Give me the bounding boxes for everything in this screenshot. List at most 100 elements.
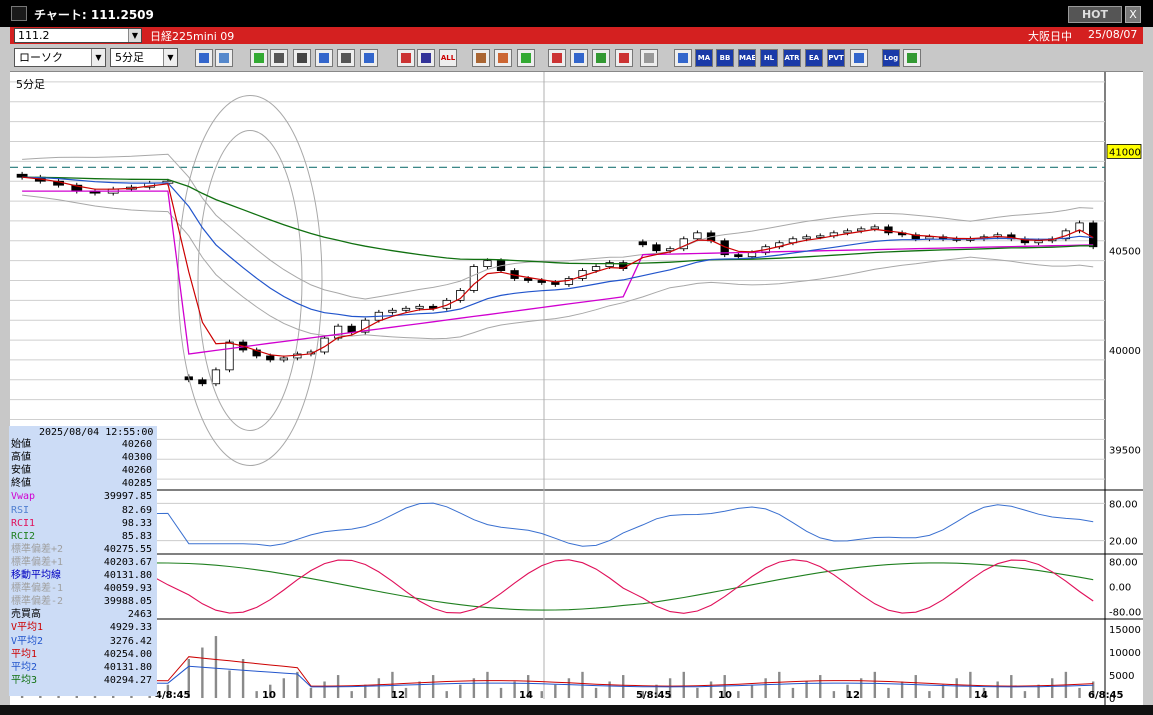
export-icon[interactable] [903, 49, 921, 67]
candle-body [564, 278, 574, 285]
status-bar [0, 705, 1153, 715]
volume-bar [594, 687, 598, 698]
date-tick-label: 14 [519, 690, 533, 701]
info-row: Vwap 39997.85 [9, 491, 155, 502]
chart-area[interactable]: 5分足 39500 40000 40500 41000 80.00 20.00 80.00 0.… [10, 72, 1143, 705]
interval-select[interactable]: 5分足 ▼ [110, 48, 178, 67]
close-button[interactable]: X [1125, 6, 1141, 23]
rsi-line [21, 502, 1094, 547]
candle-body [320, 337, 329, 353]
chart-icon[interactable] [592, 49, 610, 67]
info-value: 40300 [121, 452, 152, 464]
zoom-icon[interactable] [195, 49, 213, 67]
volume-bar [214, 636, 218, 698]
stepper-icon[interactable] [397, 49, 415, 67]
wrench-icon[interactable] [494, 49, 512, 67]
candle-body [925, 236, 934, 240]
window-icon[interactable] [215, 49, 233, 67]
candle-body [266, 355, 275, 361]
bars-icon[interactable] [472, 49, 490, 67]
volume-tick-label: 10000 [1109, 648, 1141, 659]
market-name: 大阪日中 [1028, 30, 1072, 43]
box-icon[interactable] [850, 49, 868, 67]
info-row: 安値 40260 [9, 465, 155, 476]
chart-type-select[interactable]: ローソク ▼ [14, 48, 106, 67]
volume-bar [377, 678, 381, 698]
volume-bar [846, 684, 849, 698]
hot-button[interactable]: HOT [1068, 6, 1122, 23]
info-label: 標準偏差+1 [11, 556, 64, 568]
ma-mid-line [22, 176, 1094, 318]
volume-bar [682, 671, 685, 698]
candle-body [802, 236, 811, 240]
color-icon[interactable] [517, 49, 535, 67]
date-tick-label: 12 [846, 690, 860, 701]
info-label: RSI [11, 504, 30, 516]
volume-bar [655, 684, 658, 698]
mae-button[interactable]: MAE [738, 49, 756, 67]
info-row: RSI 82.69 [9, 505, 155, 516]
cursor-icon[interactable] [293, 49, 311, 67]
chevron-down-icon[interactable]: ▼ [128, 29, 141, 42]
chevron-down-icon[interactable]: ▼ [163, 49, 177, 66]
bb-button[interactable]: BB [716, 49, 734, 67]
log-button[interactable]: Log [882, 49, 900, 67]
info-label: 標準偏差+2 [11, 543, 64, 555]
candle-body [638, 241, 647, 246]
info-value: 39988.05 [103, 596, 152, 608]
title-bar[interactable]: チャート: 111.2509 HOT X [0, 0, 1153, 27]
info-label: V平均1 [11, 622, 44, 634]
price-tick-label: 39500 [1109, 445, 1141, 456]
ma-button[interactable]: MA [695, 49, 713, 67]
arrows-icon[interactable] [615, 49, 633, 67]
pvt-button[interactable]: PVT [827, 49, 845, 67]
search-icon[interactable] [570, 49, 588, 67]
candle-body [1034, 240, 1043, 244]
rsi-tick-label: 20.00 [1109, 537, 1138, 548]
candle-body [1075, 222, 1084, 232]
volume-bar [269, 684, 272, 698]
trash-icon[interactable] [360, 49, 378, 67]
info-row: 高値 40300 [9, 452, 155, 463]
symbol-code-select[interactable]: 111.2 ▼ [14, 28, 142, 43]
candle-body [652, 244, 661, 252]
pen-icon[interactable] [250, 49, 268, 67]
volume-bar [641, 691, 645, 698]
info-label: 平均1 [11, 648, 38, 660]
draw-icon[interactable] [270, 49, 288, 67]
volume-bar [364, 684, 367, 698]
date-tick-label: 6/8:45 [1088, 690, 1124, 701]
disabled-icon[interactable] [640, 49, 658, 67]
info-value: 2463 [127, 609, 152, 621]
info-label: RCI2 [11, 530, 36, 542]
data-window: 2025/08/04 12:55:00 始値 40260 高値 40300 安値 4026… [9, 426, 157, 696]
volume-tick-label: 0 [1109, 694, 1115, 705]
all-button[interactable]: ALL [439, 49, 457, 67]
bear-icon[interactable] [548, 49, 566, 67]
info-value: 40203.67 [103, 556, 152, 568]
info-row: 平均1 40254.00 [9, 649, 155, 660]
copy-icon[interactable] [337, 49, 355, 67]
line-icon[interactable] [315, 49, 333, 67]
atr-button[interactable]: ATR [783, 49, 801, 67]
hl-button[interactable]: HL [760, 49, 778, 67]
ichimoku-icon[interactable] [674, 49, 692, 67]
volume-bar [1051, 678, 1054, 698]
info-datetime: 2025/08/04 12:55:00 [39, 427, 154, 438]
volume-bar [187, 659, 190, 698]
date-tick-label: 14 [974, 690, 988, 701]
info-label: 移動平均線 [11, 570, 61, 581]
candle-body [415, 305, 424, 309]
candle-body [347, 325, 356, 333]
ea-button[interactable]: EA [805, 49, 823, 67]
info-row: RCI1 98.33 [9, 518, 155, 529]
rci1-line [21, 559, 1094, 614]
rsi-tick-label: 80.00 [1109, 499, 1138, 510]
scale-icon[interactable] [417, 49, 435, 67]
info-label: RCI1 [11, 517, 36, 529]
price-highlight-box [1106, 144, 1142, 159]
volume-bar [873, 671, 877, 698]
candle-body [469, 266, 479, 291]
chevron-down-icon[interactable]: ▼ [91, 49, 105, 66]
date-tick-label: 10 [718, 690, 732, 701]
